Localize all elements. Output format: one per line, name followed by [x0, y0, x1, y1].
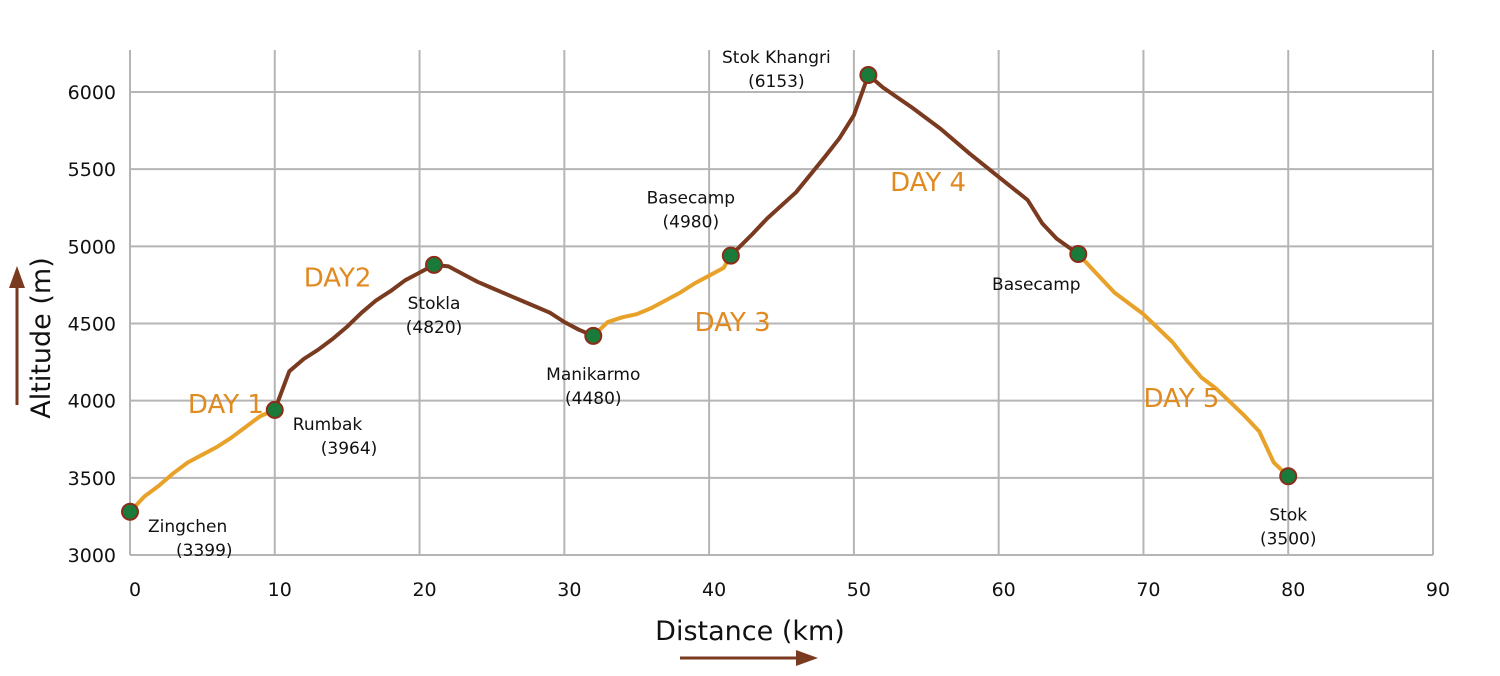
x-tick-label: 50: [847, 579, 871, 601]
waypoint-elevation-label: (3399): [176, 541, 233, 561]
day-label: DAY 1: [188, 390, 264, 420]
waypoint-marker: [265, 400, 284, 419]
waypoint-labels: Zingchen (3399) Rumbak (3964) Stokla (4820) Ma…: [148, 48, 1316, 561]
axis-ticks: 0 10 20 30 40 50 60 70 80 90 3000 3500 4000 4500 5000 5…: [68, 82, 1450, 601]
waypoint-marker: [121, 502, 139, 521]
waypoint-markers: [121, 66, 1298, 521]
waypoint-elevation-label: (4820): [406, 318, 463, 338]
waypoint-elevation-label: (6153): [748, 72, 805, 92]
waypoint-marker: [721, 246, 740, 265]
waypoint-elevation-label: (3500): [1260, 529, 1317, 549]
x-tick-label: 20: [412, 579, 436, 601]
x-axis-label: Distance (km): [655, 616, 845, 647]
waypoint-name-label: Basecamp: [992, 275, 1081, 295]
waypoint-name-label: Rumbak: [293, 415, 363, 435]
waypoint-name-label: Basecamp: [647, 189, 736, 209]
x-tick-label: 30: [557, 579, 581, 601]
waypoint-marker: [1279, 467, 1298, 486]
x-tick-label: 0: [129, 579, 141, 601]
series-line-day-1: [128, 407, 277, 514]
waypoint-marker: [584, 326, 603, 345]
x-axis-arrow: [680, 650, 818, 666]
x-tick-label: 80: [1281, 579, 1305, 601]
y-tick-label: 5000: [68, 236, 116, 258]
waypoint-elevation-label: (4480): [565, 389, 622, 409]
day-label: DAY 4: [890, 168, 966, 198]
waypoint-name-label: Stok Khangri: [722, 48, 831, 68]
waypoint-elevation-label: (4980): [663, 213, 720, 233]
waypoint-name-label: Stok: [1269, 505, 1307, 525]
y-tick-label: 4500: [68, 314, 116, 336]
series-line-day-5: [1076, 252, 1291, 479]
waypoint-name-label: Stokla: [408, 294, 461, 314]
day-label: DAY 3: [695, 308, 771, 338]
y-tick-label: 5500: [68, 159, 116, 181]
grid: [129, 50, 1434, 556]
y-axis-label: Altitude (m): [26, 257, 57, 418]
day-label: DAY2: [304, 263, 372, 293]
waypoint-marker: [859, 66, 878, 85]
x-tick-label: 70: [1136, 579, 1160, 601]
x-tick-label: 60: [992, 579, 1016, 601]
waypoint-marker: [425, 255, 444, 274]
series-line-day-4: [728, 73, 1081, 258]
y-axis-arrow: [9, 266, 25, 405]
y-tick-label: 3500: [68, 468, 116, 490]
waypoint-name-label: Zingchen: [148, 517, 227, 537]
x-tick-label: 90: [1426, 579, 1450, 601]
day-label: DAY 5: [1143, 384, 1219, 414]
series-line-day-3: [591, 253, 733, 338]
x-tick-label: 10: [268, 579, 292, 601]
y-tick-label: 6000: [68, 82, 116, 104]
y-tick-label: 4000: [68, 391, 116, 413]
y-tick-label: 3000: [68, 545, 116, 567]
waypoint-name-label: Manikarmo: [546, 365, 640, 385]
x-tick-label: 40: [702, 579, 726, 601]
day-labels: DAY 1 DAY2 DAY 3 DAY 4 DAY 5: [188, 168, 1220, 420]
waypoint-elevation-label: (3964): [321, 439, 378, 459]
waypoint-marker: [1069, 245, 1088, 264]
